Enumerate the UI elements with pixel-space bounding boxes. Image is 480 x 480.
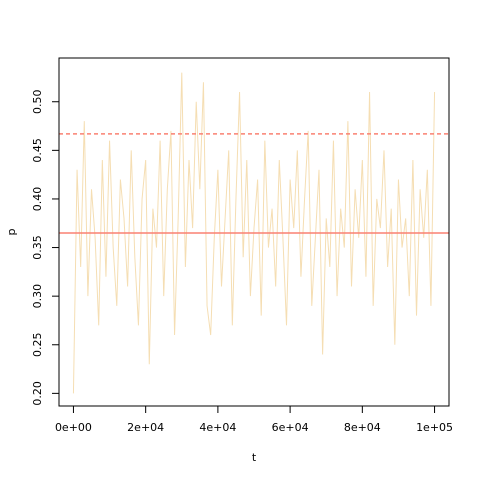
x-tick-label: 8e+04: [344, 421, 381, 434]
y-tick-label: 0.45: [31, 138, 44, 163]
y-tick-label: 0.40: [31, 187, 44, 212]
x-tick-label: 1e+05: [416, 421, 453, 434]
x-axis-label: t: [252, 451, 257, 464]
y-tick-label: 0.50: [31, 89, 44, 114]
x-tick-label: 0e+00: [55, 421, 92, 434]
y-tick-label: 0.25: [31, 333, 44, 358]
y-tick-label: 0.30: [31, 284, 44, 309]
x-tick-label: 4e+04: [199, 421, 236, 434]
trace-line: [72, 72, 436, 394]
x-tick-label: 6e+04: [272, 421, 309, 434]
y-tick-label: 0.20: [31, 381, 44, 406]
x-tick-label: 2e+04: [127, 421, 164, 434]
y-tick-label: 0.35: [31, 235, 44, 260]
y-axis-label: p: [5, 228, 18, 235]
